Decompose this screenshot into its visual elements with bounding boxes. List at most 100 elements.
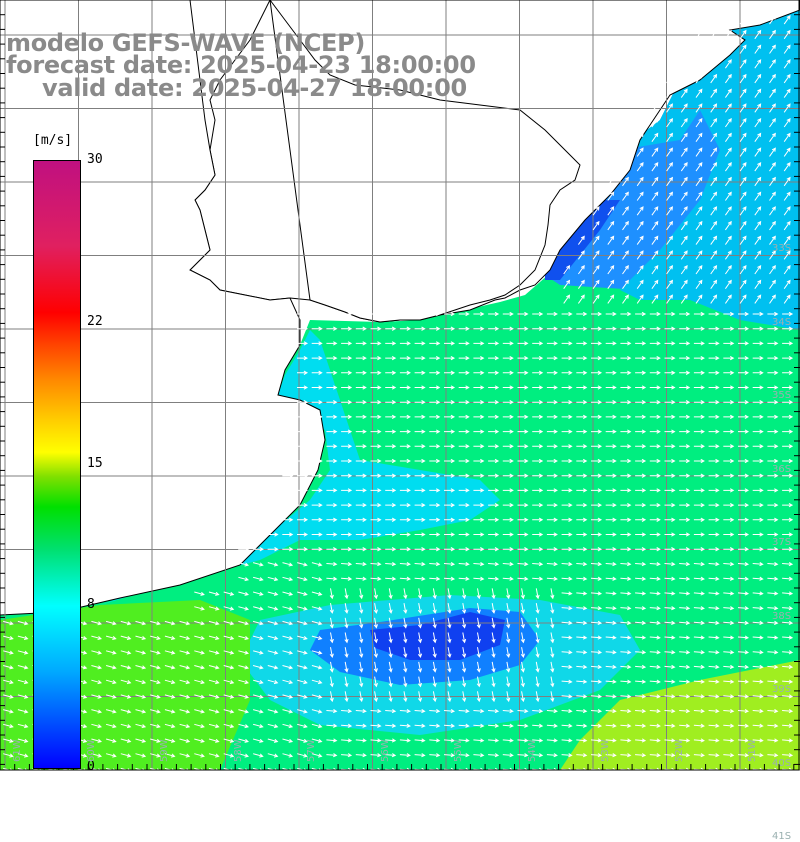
wind-arrow [282, 517, 294, 522]
wind-arrow [710, 206, 718, 216]
wind-arrow [591, 311, 603, 317]
wind-arrow [267, 532, 279, 537]
wind-arrow [635, 679, 647, 684]
wind-arrow [417, 632, 423, 644]
wind-arrow [738, 473, 750, 478]
wind-arrow [576, 517, 588, 522]
wind-arrow [488, 326, 500, 331]
wind-arrow [693, 620, 705, 625]
wind-arrow [561, 576, 573, 581]
wind-arrow [535, 588, 540, 600]
wind-arrow [326, 576, 338, 581]
wind-arrow [769, 162, 776, 172]
wind-arrow [429, 547, 441, 552]
wind-arrow [782, 561, 794, 567]
wind-arrow [532, 385, 544, 390]
wind-arrow [447, 632, 452, 644]
latitude-label: 38S [772, 610, 792, 622]
wind-arrow [739, 176, 747, 187]
wind-arrow [739, 279, 747, 289]
wind-arrow [388, 632, 393, 644]
wind-arrow [693, 311, 705, 317]
wind-arrow [649, 473, 661, 478]
wind-arrow [385, 738, 397, 743]
wind-arrow [782, 738, 794, 743]
wind-arrow [297, 606, 308, 611]
wind-arrow [417, 676, 423, 688]
wind-arrow [649, 664, 661, 670]
wind-arrow [737, 694, 750, 699]
wind-arrow [724, 132, 732, 142]
wind-arrow [502, 488, 514, 493]
wind-arrow [561, 738, 573, 743]
wind-arrow [635, 517, 647, 522]
wind-arrow [783, 59, 791, 69]
wind-arrow [252, 517, 264, 522]
wind-arrow [752, 326, 764, 331]
wind-arrow [620, 664, 632, 670]
wind-arrow [693, 738, 705, 743]
wind-arrow [223, 753, 235, 758]
wind-arrow [105, 753, 117, 758]
wind-arrow [208, 753, 220, 758]
wind-arrow [370, 502, 382, 508]
wind-arrow [238, 650, 250, 655]
wind-arrow [414, 429, 426, 434]
wind-arrow [693, 708, 705, 714]
wind-arrow [326, 738, 338, 743]
wind-arrow [546, 370, 558, 375]
wind-arrow [444, 502, 456, 508]
wind-arrow [532, 576, 544, 581]
wind-arrow [550, 617, 555, 629]
wind-arrow [267, 517, 279, 522]
wind-arrow [344, 632, 349, 644]
wind-arrow [502, 414, 514, 420]
wind-arrow [488, 488, 500, 493]
wind-arrow [208, 738, 220, 743]
wind-arrow [635, 606, 647, 611]
wind-arrow [605, 664, 617, 670]
wind-arrow [752, 694, 764, 699]
wind-arrow [679, 532, 691, 537]
wind-arrow [679, 414, 691, 420]
wind-arrow [355, 355, 367, 361]
wind-arrow [267, 502, 279, 508]
wind-arrow [502, 429, 514, 434]
wind-arrow [649, 385, 661, 390]
wind-arrow [649, 414, 661, 420]
wind-arrow [664, 473, 676, 478]
wind-arrow [782, 502, 794, 508]
wind-arrow [767, 502, 779, 508]
wind-arrow [576, 664, 588, 670]
wind-arrow [488, 385, 500, 390]
wind-arrow [311, 385, 323, 390]
wind-arrow [739, 117, 747, 128]
wind-arrow [282, 532, 294, 537]
wind-arrow [311, 400, 323, 405]
wind-arrow [561, 488, 573, 493]
wind-arrow [473, 444, 485, 449]
wind-arrow [649, 635, 661, 640]
wind-arrow [723, 355, 735, 361]
wind-arrow [708, 620, 720, 625]
wind-arrow [311, 370, 323, 375]
wind-arrow [355, 385, 367, 390]
wind-arrow [488, 458, 500, 464]
wind-arrow [194, 591, 205, 596]
wind-arrow [194, 635, 205, 640]
wind-arrow [739, 162, 747, 172]
wind-arrow [473, 723, 485, 728]
wind-arrow [590, 664, 603, 670]
wind-arrow [723, 650, 735, 655]
wind-arrow [561, 502, 573, 508]
wind-arrow [577, 235, 585, 245]
wind-arrow [693, 326, 705, 331]
wind-arrow [532, 547, 544, 552]
wind-arrow [769, 235, 776, 245]
wind-arrow [238, 635, 250, 640]
wind-arrow [491, 588, 496, 600]
wind-arrow [344, 588, 349, 600]
wind-arrow [607, 206, 615, 216]
wind-arrow [297, 370, 309, 375]
wind-arrow [605, 370, 617, 375]
